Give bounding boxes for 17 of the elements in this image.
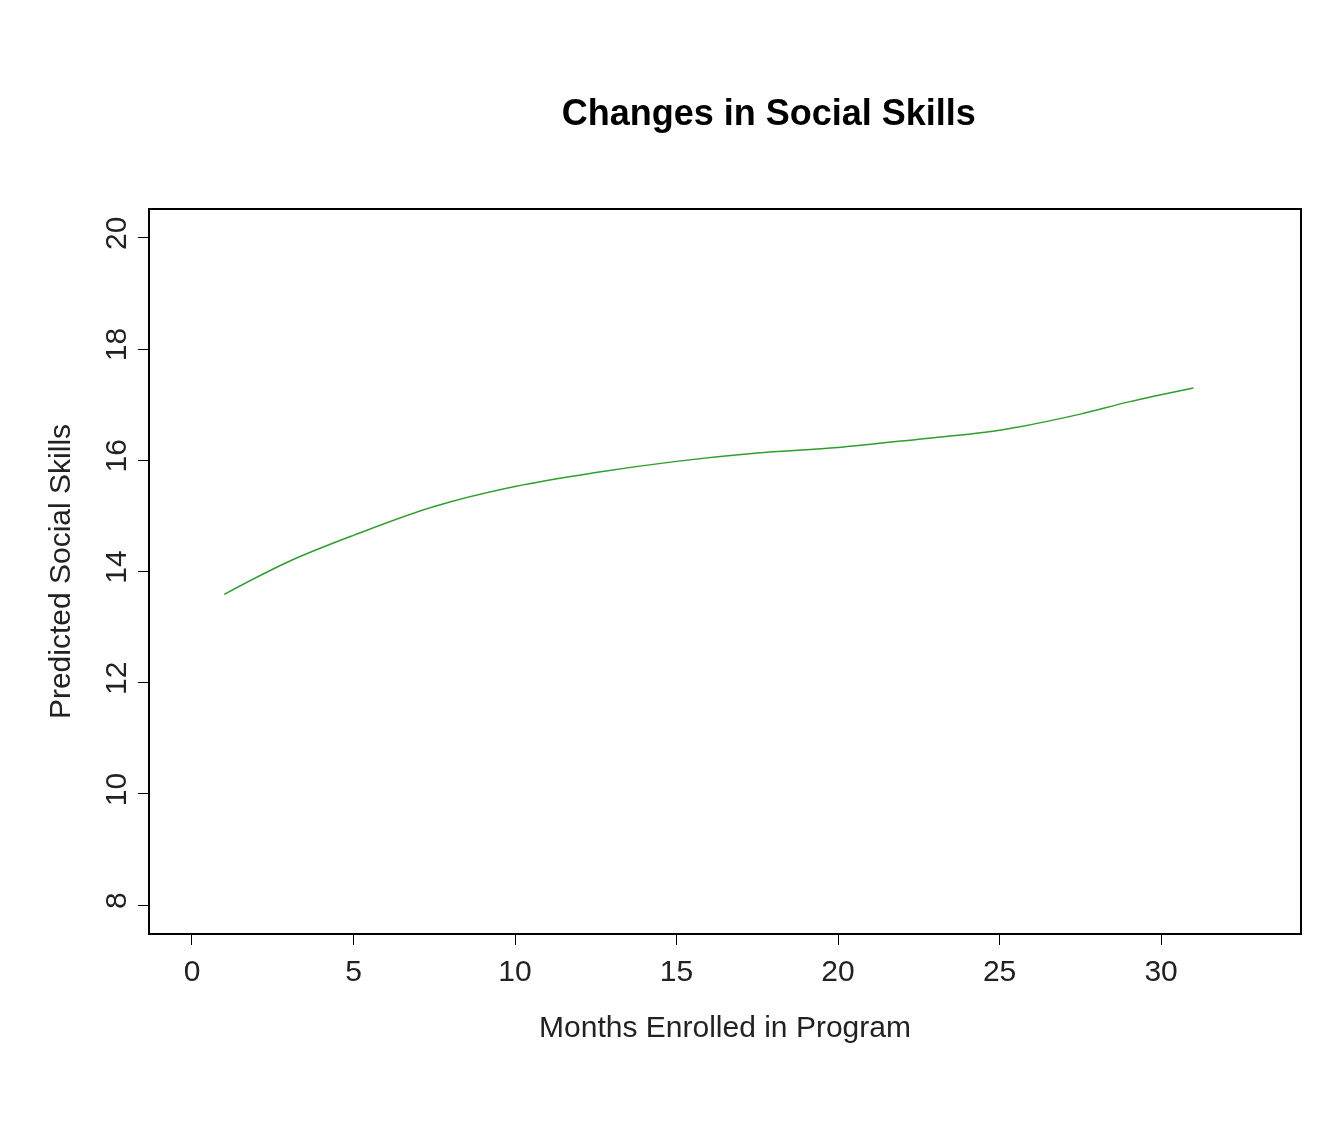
x-tick-label: 20 — [821, 953, 855, 987]
y-tick-label: 12 — [99, 661, 133, 695]
y-tick-label: 16 — [99, 439, 133, 473]
y-tick-label: 20 — [99, 216, 133, 250]
x-axis-title: Months Enrolled in Program — [539, 1009, 911, 1043]
y-tick-label: 10 — [99, 772, 133, 807]
x-tick-label: 0 — [183, 953, 201, 987]
x-tick-label: 10 — [498, 953, 532, 987]
y-tick-label: 18 — [99, 327, 133, 362]
chart-title: Changes in Social Skills — [561, 91, 976, 133]
x-tick-label: 25 — [982, 953, 1017, 987]
y-tick-label: 8 — [99, 892, 133, 910]
y-tick-label: 14 — [99, 550, 133, 584]
x-tick-label: 5 — [345, 953, 362, 987]
y-axis-title: Predicted Social Skills — [42, 423, 76, 720]
x-tick-label: 30 — [1144, 953, 1178, 987]
x-tick-label: 15 — [659, 953, 694, 987]
